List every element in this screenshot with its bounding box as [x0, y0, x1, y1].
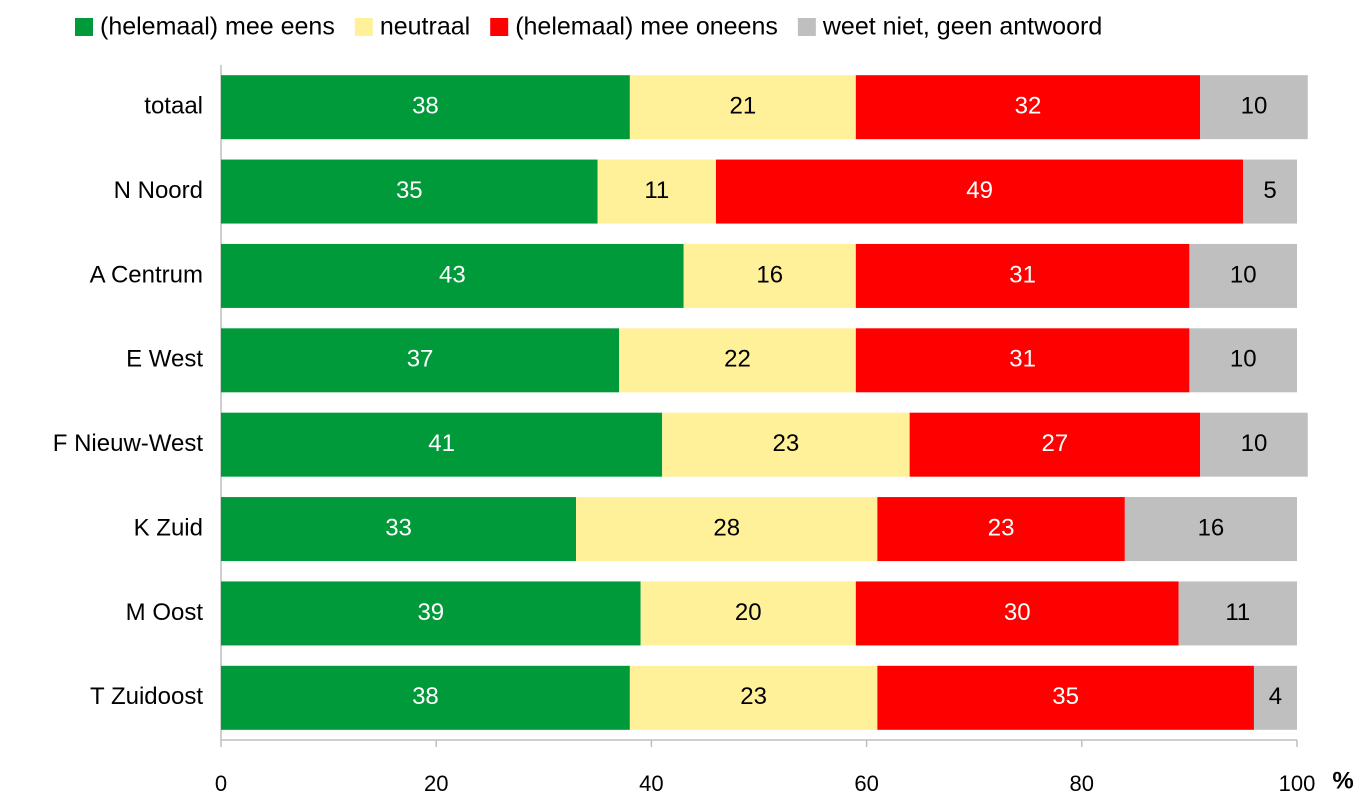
- bar-segment: [576, 497, 878, 562]
- x-tick-label: 100: [1279, 771, 1316, 796]
- bar-segment: [221, 665, 630, 730]
- y-tick-label: E West: [126, 346, 203, 373]
- y-tick-label: N Noord: [114, 177, 203, 204]
- data-label: 10: [1241, 430, 1268, 457]
- legend-label: (helemaal) mee oneens: [515, 13, 778, 41]
- legend-label: (helemaal) mee eens: [100, 13, 335, 41]
- data-label: 16: [1198, 514, 1225, 541]
- bar-segment: [221, 581, 641, 646]
- bar-segment: [909, 412, 1201, 477]
- y-tick-label: F Nieuw-West: [53, 430, 204, 457]
- x-tick-label: 20: [424, 771, 448, 796]
- bar-segment: [877, 665, 1254, 730]
- x-tick-label: 80: [1070, 771, 1094, 796]
- data-label: 20: [735, 599, 762, 626]
- bar-segment: [629, 75, 856, 140]
- legend-label: weet niet, geen antwoord: [822, 13, 1102, 41]
- data-label: 33: [385, 514, 412, 541]
- bar-segment: [1178, 581, 1297, 646]
- x-tick-label: 40: [639, 771, 663, 796]
- bar-segment: [855, 75, 1201, 140]
- data-label: 38: [412, 93, 439, 120]
- legend-swatch: [490, 18, 509, 36]
- y-tick-label: M Oost: [126, 599, 204, 626]
- x-tick-label: 0: [215, 771, 227, 796]
- data-label: 49: [966, 177, 993, 204]
- bar-segment: [855, 581, 1179, 646]
- bar-segment: [683, 243, 856, 308]
- bar-segment: [221, 75, 630, 140]
- data-label: 35: [396, 177, 423, 204]
- data-label: 28: [713, 514, 740, 541]
- data-label: 10: [1241, 93, 1268, 120]
- bar-segment: [221, 159, 598, 224]
- legend-swatch: [354, 18, 373, 36]
- data-label: 11: [1225, 599, 1250, 626]
- y-tick-label: totaal: [144, 93, 203, 120]
- bar-segment: [640, 581, 856, 646]
- x-axis-label: %: [1332, 767, 1353, 794]
- bar-segment: [1243, 159, 1297, 224]
- bar-segment: [1200, 75, 1308, 140]
- bar-segment: [619, 328, 856, 393]
- bar-segment: [877, 497, 1125, 562]
- bar-segment: [221, 412, 663, 477]
- data-label: 4: [1269, 683, 1282, 710]
- data-label: 27: [1042, 430, 1069, 457]
- bar-segment: [221, 243, 684, 308]
- data-label: 30: [1004, 599, 1031, 626]
- data-label: 23: [988, 514, 1015, 541]
- data-label: 5: [1263, 177, 1276, 204]
- legend-swatch: [75, 18, 93, 36]
- bar-segment: [221, 497, 577, 562]
- data-label: 10: [1230, 261, 1257, 288]
- data-label: 22: [724, 346, 751, 373]
- bar-segment: [1189, 328, 1297, 393]
- data-label: 11: [644, 177, 669, 204]
- data-label: 41: [428, 430, 455, 457]
- bar-segment: [221, 328, 620, 393]
- data-label: 31: [1009, 346, 1036, 373]
- bar-segment: [1189, 243, 1297, 308]
- data-label: 39: [417, 599, 444, 626]
- bar-segment: [597, 159, 716, 224]
- data-label: 21: [730, 93, 757, 120]
- data-label: 43: [439, 261, 466, 288]
- data-label: 37: [407, 346, 434, 373]
- data-label: 35: [1052, 683, 1079, 710]
- x-tick-label: 60: [854, 771, 878, 796]
- data-label: 16: [756, 261, 783, 288]
- bar-segment: [855, 243, 1190, 308]
- bar-segment: [1124, 497, 1297, 562]
- data-label: 38: [412, 683, 439, 710]
- bar-segment: [662, 412, 910, 477]
- legend-swatch: [797, 18, 816, 36]
- data-label: 31: [1009, 261, 1036, 288]
- bar-segment: [1253, 665, 1297, 730]
- data-label: 23: [773, 430, 800, 457]
- y-tick-label: K Zuid: [134, 514, 203, 541]
- bar-segment: [715, 159, 1244, 224]
- data-label: 10: [1230, 346, 1257, 373]
- y-tick-label: A Centrum: [90, 261, 203, 288]
- legend-label: neutraal: [380, 13, 470, 41]
- data-label: 23: [740, 683, 767, 710]
- bar-segment: [629, 665, 878, 730]
- y-tick-label: T Zuidoost: [90, 683, 203, 710]
- bar-segment: [855, 328, 1190, 393]
- data-label: 32: [1015, 93, 1042, 120]
- bar-segment: [1200, 412, 1308, 477]
